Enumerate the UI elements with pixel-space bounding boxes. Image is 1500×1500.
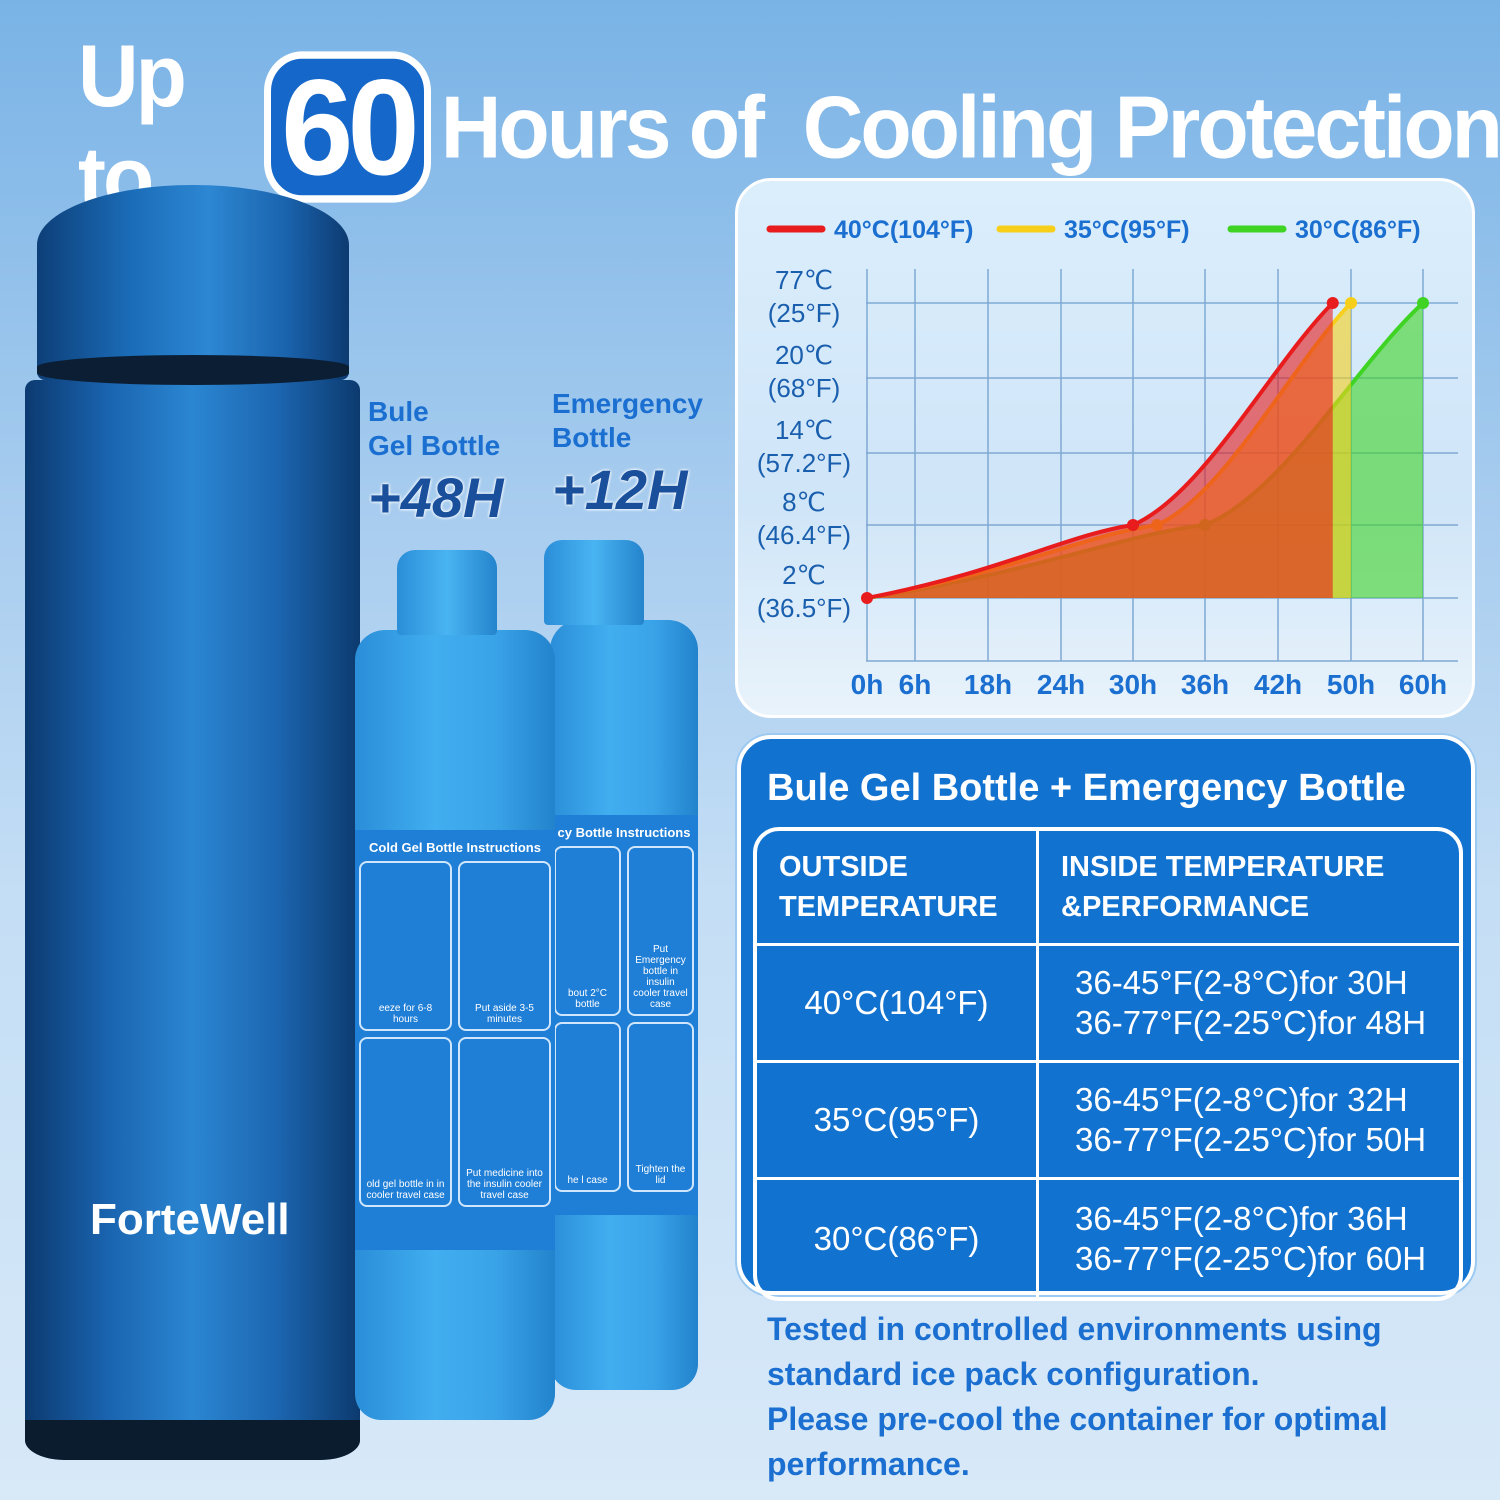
label-title: Cold Gel Bottle Instructions [369,840,541,855]
step: Put Emergency bottle in insulin cooler t… [627,846,694,1016]
x-tick-label: 24h [1037,669,1085,700]
data-point [1345,297,1357,309]
step: Tighten the lid [627,1022,694,1192]
headline-suffix: Hours of Cooling Protection [440,77,1500,176]
step: bout 2°C bottle [554,846,621,1016]
emergency-bottle-image: cy Bottle Instructions bout 2°C bottle P… [544,540,698,1390]
emergency-name-2: Bottle [552,422,632,453]
performance-table: OUTSIDE TEMPERATURE INSIDE TEMPERATURE &PE… [753,827,1463,1301]
note-line: standard ice pack configuration. [767,1356,1260,1392]
gel-name-1: Bule [368,396,429,427]
series-area [867,303,1333,598]
y-tick-label: 8℃ [782,487,826,517]
x-tick-label: 42h [1254,669,1302,700]
testing-note: Tested in controlled environments using … [767,1307,1467,1487]
bottle-body [25,380,360,1460]
performance-table-panel: Bule Gel Bottle + Emergency Bottle OUTSI… [737,735,1475,1301]
gel-name-2: Gel Bottle [368,430,501,461]
label-title: cy Bottle Instructions [557,825,691,840]
data-point [1326,297,1339,309]
outside-temp: 40°C(104°F) [757,946,1039,1063]
brand-logo: ForteWell [90,1195,290,1244]
emergency-bonus: +12H [552,458,688,521]
emergency-name-1: Emergency [552,388,703,419]
y-tick-label: (36.5°F) [757,593,851,623]
y-tick-label: (46.4°F) [757,520,851,550]
y-tick-label: 77℃ [775,265,833,295]
cooling-chart: 0h 6h 18h 24h 30h 36h 42h 50h 60h 2℃(36.5°F) 8℃(46… [757,216,1458,700]
instruction-label: cy Bottle Instructions bout 2°C bottle P… [550,815,698,1215]
bottle-lid [37,185,349,380]
step: old gel bottle in in cooler travel case [359,1037,452,1207]
table-row: 30°C(86°F) 36-45°F(2-8°C)for 36H 36-77°F(… [757,1180,1459,1297]
y-tick-label: 2℃ [782,560,826,590]
y-tick-label: 20℃ [775,340,833,370]
legend-label: 35°C(95°F) [1064,216,1190,244]
emergency-bottle-tag: Emergency Bottle +12H [552,387,703,525]
bottle-base [25,1420,360,1460]
header-outside: OUTSIDE TEMPERATURE [757,831,1039,946]
y-tick-label: (25°F) [768,298,841,328]
legend-label: 30°C(86°F) [1295,216,1421,244]
headline-hours-badge: 60 [264,51,431,203]
inside-performance: 36-45°F(2-8°C)for 36H 36-77°F(2-25°C)for … [1075,1199,1427,1277]
note-line: Please pre-cool the container for optima… [767,1401,1388,1437]
table-row: 35°C(95°F) 36-45°F(2-8°C)for 32H 36-77°F(… [757,1063,1459,1180]
table-row: 40°C(104°F) 36-45°F(2-8°C)for 30H 36-77°F… [757,946,1459,1063]
cooling-chart-panel: 0h 6h 18h 24h 30h 36h 42h 50h 60h 2℃ (36.5°F) 8℃ (46… [735,178,1475,718]
x-tick-label: 6h [899,669,932,700]
x-tick-label: 0h [851,669,884,700]
header-inside: INSIDE TEMPERATURE &PERFORMANCE [1039,831,1459,946]
headline: Up to 60 Hours of Cooling Protection [78,25,1500,229]
gel-bottle-image: Cold Gel Bottle Instructions eeze for 6-… [355,550,555,1420]
data-point [1127,519,1139,531]
insulated-bottle-image [25,185,360,1460]
x-tick-label: 30h [1109,669,1157,700]
gel-bottle-tag: Bule Gel Bottle +48H [368,395,503,533]
x-tick-label: 60h [1399,669,1447,700]
data-point [1417,297,1429,309]
y-tick-label: (57.2°F) [757,448,851,478]
data-point [861,592,873,604]
bottle-cap [397,550,497,635]
table-header-row: OUTSIDE TEMPERATURE INSIDE TEMPERATURE &PE… [757,831,1459,946]
outside-temp: 30°C(86°F) [757,1180,1039,1297]
step: Put medicine into the insulin cooler tra… [458,1037,551,1207]
y-tick-label: (68°F) [768,373,841,403]
bottle-cap [544,540,644,625]
x-tick-label: 36h [1181,669,1229,700]
step: eeze for 6-8 hours [359,861,452,1031]
table-heading: Bule Gel Bottle + Emergency Bottle [767,767,1406,809]
inside-performance: 36-45°F(2-8°C)for 30H 36-77°F(2-25°C)for … [1039,946,1459,1063]
x-tick-label: 18h [964,669,1012,700]
gel-bonus: +48H [368,466,504,529]
bottle-ring [37,355,349,385]
inside-performance: 36-45°F(2-8°C)for 32H 36-77°F(2-25°C)for … [1039,1063,1459,1180]
note-line: performance. [767,1446,970,1482]
headline-prefix: Up to [78,26,187,227]
instruction-label: Cold Gel Bottle Instructions eeze for 6-… [355,830,555,1250]
y-tick-label: 14℃ [775,415,833,445]
x-tick-label: 50h [1327,669,1375,700]
outside-temp: 35°C(95°F) [757,1063,1039,1180]
step: he l case [554,1022,621,1192]
legend-label: 40°C(104°F) [834,216,974,244]
step: Put aside 3-5 minutes [458,861,551,1031]
note-line: Tested in controlled environments using [767,1311,1382,1347]
